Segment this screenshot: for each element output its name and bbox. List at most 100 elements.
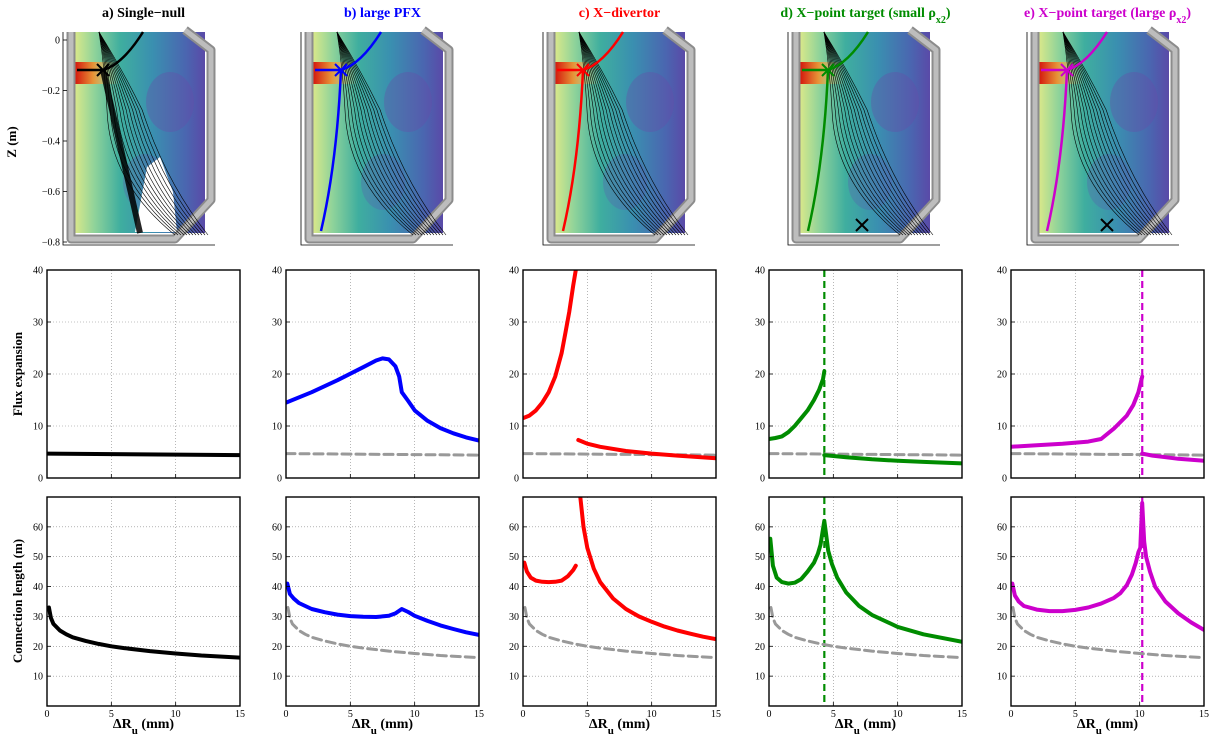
- series-line-2: [1140, 451, 1204, 463]
- y-tick-label: 30: [33, 318, 43, 329]
- y-tick-label: 50: [509, 552, 519, 563]
- z-tick-1: −0.2: [42, 86, 60, 97]
- y-tick-label: 30: [509, 318, 519, 329]
- flux-plot-b: 0 10 20 30 40: [272, 266, 480, 485]
- z-tick-2: −0.4: [42, 137, 60, 148]
- y-tick-label: 10: [272, 672, 282, 683]
- x-tick-label: 0: [767, 709, 772, 720]
- y-tick-label: 40: [509, 266, 519, 277]
- y-tick-label: 40: [755, 266, 765, 277]
- flux-plot-c: 0 10 20 30 40: [509, 266, 717, 485]
- x-tick-label: 0: [1009, 709, 1014, 720]
- y-tick-label: 40: [509, 582, 519, 593]
- y-tick-label: 20: [33, 370, 43, 381]
- y-tick-label: 30: [997, 318, 1007, 329]
- y-tick-label: 0: [277, 474, 282, 485]
- reference-series-line: [769, 606, 962, 660]
- series-line-2: [578, 497, 716, 642]
- x-tick-label: 10: [1135, 709, 1145, 720]
- reference-series-line: [286, 452, 479, 457]
- y-tick-label: 10: [33, 422, 43, 433]
- series-line-2: [822, 453, 962, 466]
- reference-series-line: [523, 606, 716, 660]
- y-tick-label: 20: [272, 642, 282, 653]
- connection-plot-e: 10 20 30 40 50 60 0 5 10 15: [997, 496, 1209, 720]
- y-tick-label: 30: [33, 612, 43, 623]
- plot-area: [769, 497, 962, 706]
- plot-frame: [522, 496, 717, 707]
- y-tick-label: 30: [509, 612, 519, 623]
- panel-title-d: d) X−point target (small ρx2): [780, 6, 950, 26]
- panel-title-c: c) X−divertor: [579, 6, 660, 21]
- series-line-0: [47, 451, 240, 458]
- x-tick-label: 15: [957, 709, 967, 720]
- y-tick-label: 20: [997, 642, 1007, 653]
- y-tick-label: 0: [38, 474, 43, 485]
- y-tick-label: 60: [997, 522, 1007, 533]
- x-tick-label: 10: [647, 709, 657, 720]
- series-line-0: [47, 605, 240, 660]
- series-line-1: [523, 560, 578, 585]
- plot-area: [47, 497, 240, 706]
- x-tick-label: 15: [711, 709, 721, 720]
- plot-frame: [285, 496, 480, 707]
- x-tick-label: 10: [410, 709, 420, 720]
- plot-frame: [46, 496, 241, 707]
- y-tick-label: 10: [755, 672, 765, 683]
- y-tick-label: 40: [272, 266, 282, 277]
- y-tick-label: 20: [272, 370, 282, 381]
- y-tick-label: 40: [33, 266, 43, 277]
- series-line-1: [523, 270, 578, 421]
- series-line-1: [286, 356, 479, 443]
- x-tick-label: 5: [1073, 709, 1078, 720]
- y-tick-label: 60: [33, 522, 43, 533]
- y-tick-label: 50: [755, 552, 765, 563]
- series-line-1: [286, 581, 479, 637]
- y-tick-label: 60: [755, 522, 765, 533]
- flux-map-b: [300, 26, 454, 246]
- y-tick-label: 40: [33, 582, 43, 593]
- y-tick-label: 0: [514, 474, 519, 485]
- y-tick-label: 20: [509, 370, 519, 381]
- y-tick-label: 30: [755, 318, 765, 329]
- connection-plot-c: 10 20 30 40 50 60 0 5 10 15: [509, 496, 721, 720]
- series-line-1: [769, 518, 962, 644]
- x-tick-label: 10: [171, 709, 181, 720]
- y-tick-label: 60: [272, 522, 282, 533]
- x-tick-label: 0: [521, 709, 526, 720]
- plot-frame: [768, 496, 963, 707]
- y-tick-label: 0: [760, 474, 765, 485]
- y-tick-label: 30: [272, 612, 282, 623]
- x-tick-label: 5: [348, 709, 353, 720]
- y-tick-label: 50: [272, 552, 282, 563]
- panel-title-b: b) large PFX: [344, 6, 421, 21]
- connection-plot-d: 10 20 30 40 50 60 0 5 10 15: [755, 496, 967, 720]
- connection-plot-b: 10 20 30 40 50 60 0 5 10 15: [272, 496, 484, 720]
- panel-title-e: e) X−point target (large ρx2): [1024, 6, 1191, 26]
- reference-series-line: [286, 606, 479, 660]
- y-tick-label: 10: [755, 422, 765, 433]
- x-tick-label: 5: [109, 709, 114, 720]
- y-tick-label: 10: [509, 672, 519, 683]
- x-tick-label: 10: [893, 709, 903, 720]
- series-line-1: [1011, 501, 1204, 632]
- y-tick-label: 50: [997, 552, 1007, 563]
- flux-map-d: [787, 26, 941, 246]
- x-tick-label: 15: [235, 709, 245, 720]
- reference-series-line: [769, 452, 962, 457]
- z-tick-4: −0.8: [42, 238, 60, 249]
- y-tick-label: 20: [755, 642, 765, 653]
- y-tick-label: 40: [272, 582, 282, 593]
- y-tick-label: 10: [272, 422, 282, 433]
- y-tick-label: 20: [997, 370, 1007, 381]
- y-tick-label: 30: [272, 318, 282, 329]
- y-tick-label: 40: [997, 582, 1007, 593]
- connection-plot-a: 10 20 30 40 50 60 0 5 10 15: [33, 496, 245, 720]
- x-axis-label: ΔRu (mm): [1077, 717, 1139, 737]
- y-tick-label: 10: [997, 672, 1007, 683]
- series-line-2: [576, 438, 716, 461]
- x-tick-label: 5: [585, 709, 590, 720]
- flux-plot-e: 0 10 20 30 40: [997, 266, 1205, 485]
- flux-map-a: [62, 26, 216, 246]
